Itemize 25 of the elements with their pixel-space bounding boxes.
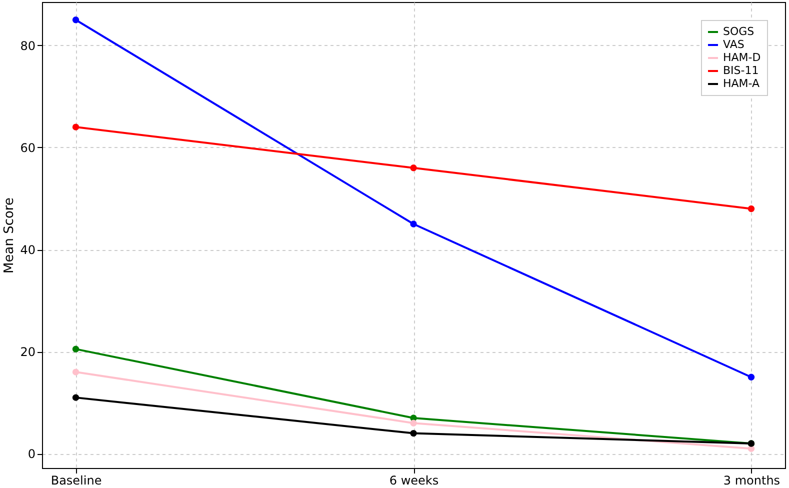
point [410, 430, 417, 437]
legend-label: HAM-A [723, 77, 760, 90]
point [72, 394, 80, 401]
y-axis-title: Mean Score [2, 198, 18, 274]
x-tick-label: Baseline [50, 474, 102, 488]
y-tick-label: 80 [20, 38, 36, 53]
y-tick-label: 40 [20, 243, 36, 258]
legend-label: BIS-11 [723, 64, 759, 77]
legend-label: VAS [723, 38, 744, 51]
x-tick-label: 3 months [723, 474, 780, 488]
point [410, 164, 417, 172]
y-tick-label: 0 [28, 447, 36, 462]
point [410, 420, 417, 426]
point [72, 346, 80, 352]
legend-label: SOGS [723, 25, 754, 38]
x-tick-label: 6 weeks [389, 474, 439, 488]
y-tick-label: 60 [20, 140, 36, 155]
point [72, 124, 80, 130]
legend-label: HAM-D [723, 51, 761, 64]
y-tick-label: 20 [20, 345, 36, 360]
point [748, 205, 755, 212]
point [410, 220, 417, 228]
point [748, 374, 755, 380]
point [72, 16, 80, 24]
point [72, 368, 80, 376]
